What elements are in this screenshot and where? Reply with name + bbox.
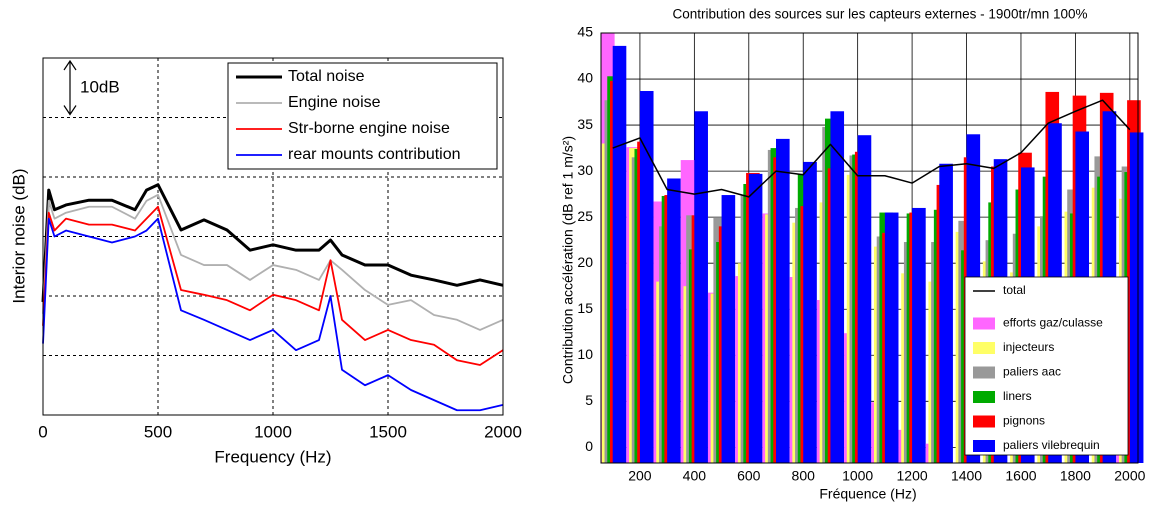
x-tick-label: 1000 bbox=[842, 468, 873, 484]
y-tick-label: 45 bbox=[577, 24, 593, 40]
x-tick-label: 400 bbox=[683, 468, 707, 484]
legend-swatch bbox=[973, 366, 995, 379]
series-line bbox=[42, 193, 504, 331]
x-tick-label: 1500 bbox=[369, 422, 407, 441]
bar bbox=[857, 135, 872, 463]
bar bbox=[830, 111, 845, 463]
series-line bbox=[42, 205, 504, 366]
bar bbox=[1129, 132, 1144, 464]
x-tick-label: 200 bbox=[628, 468, 652, 484]
legend-label: efforts gaz/culasse bbox=[1003, 316, 1103, 330]
legend-label: pignons bbox=[1003, 414, 1045, 428]
legend-label: Engine noise bbox=[288, 94, 381, 111]
x-axis-label: Frequency (Hz) bbox=[214, 447, 331, 466]
plot-frame bbox=[600, 32, 1139, 464]
bar bbox=[939, 163, 953, 464]
x-tick-label: 1800 bbox=[1060, 468, 1091, 484]
bar bbox=[639, 91, 654, 463]
x-tick-label: 1600 bbox=[1005, 468, 1036, 484]
y-tick-label: 25 bbox=[577, 208, 593, 224]
legend-label: total bbox=[1003, 283, 1026, 297]
y-tick-label: 0 bbox=[585, 438, 593, 454]
series-line bbox=[41, 183, 504, 303]
legend-label: rear mounts contribution bbox=[288, 146, 461, 163]
chart-title: Contribution des sources sur les capteur… bbox=[673, 7, 1088, 22]
legend-label: liners bbox=[1003, 389, 1032, 403]
x-tick-label: 600 bbox=[737, 468, 761, 484]
x-tick-label: 2000 bbox=[484, 422, 522, 441]
annotation-arrow bbox=[63, 59, 77, 116]
y-tick-label: 15 bbox=[577, 300, 593, 316]
legend-swatch bbox=[973, 440, 995, 452]
bar bbox=[612, 45, 627, 463]
y-axis-label: Contribution accélération (dB ref 1 m/s²… bbox=[560, 136, 576, 384]
legend-label: paliers aac bbox=[1003, 365, 1061, 379]
y-tick-label: 35 bbox=[577, 116, 593, 132]
y-tick-label: 10 bbox=[577, 346, 593, 362]
y-tick-label: 5 bbox=[585, 392, 593, 408]
x-axis-label: Fréquence (Hz) bbox=[819, 486, 916, 502]
legend-label: injecteurs bbox=[1003, 340, 1054, 354]
bar bbox=[884, 212, 899, 463]
legend-label: Str-borne engine noise bbox=[288, 120, 450, 137]
legend-swatch bbox=[973, 415, 995, 428]
series-line bbox=[612, 99, 1131, 198]
x-tick-label: 0 bbox=[38, 422, 47, 441]
bar bbox=[748, 173, 763, 464]
x-tick-label: 1200 bbox=[897, 468, 928, 484]
y-tick-label: 20 bbox=[577, 254, 593, 270]
x-tick-label: 500 bbox=[144, 422, 172, 441]
x-tick-label: 1000 bbox=[254, 422, 292, 441]
annotation: 10dB bbox=[80, 77, 120, 96]
x-tick-label: 1400 bbox=[951, 468, 982, 484]
x-tick-label: 2000 bbox=[1114, 468, 1145, 484]
legend-box bbox=[227, 62, 498, 170]
legend-swatch bbox=[973, 391, 995, 403]
plot-frame bbox=[42, 57, 504, 416]
bar bbox=[694, 111, 708, 463]
legend-label: Total noise bbox=[288, 68, 365, 85]
legend-label: paliers vilebrequin bbox=[1003, 438, 1100, 452]
x-tick-label: 800 bbox=[792, 468, 816, 484]
bar bbox=[803, 161, 817, 463]
bar bbox=[912, 207, 926, 463]
y-tick-label: 40 bbox=[577, 70, 593, 86]
y-axis-label: Interior noise (dB) bbox=[9, 168, 28, 303]
legend-swatch bbox=[973, 317, 995, 330]
bar bbox=[667, 178, 681, 463]
bar bbox=[776, 138, 790, 463]
bar bbox=[721, 195, 736, 464]
y-tick-label: 30 bbox=[577, 162, 593, 178]
series-line bbox=[42, 217, 504, 412]
legend-swatch bbox=[973, 342, 995, 354]
